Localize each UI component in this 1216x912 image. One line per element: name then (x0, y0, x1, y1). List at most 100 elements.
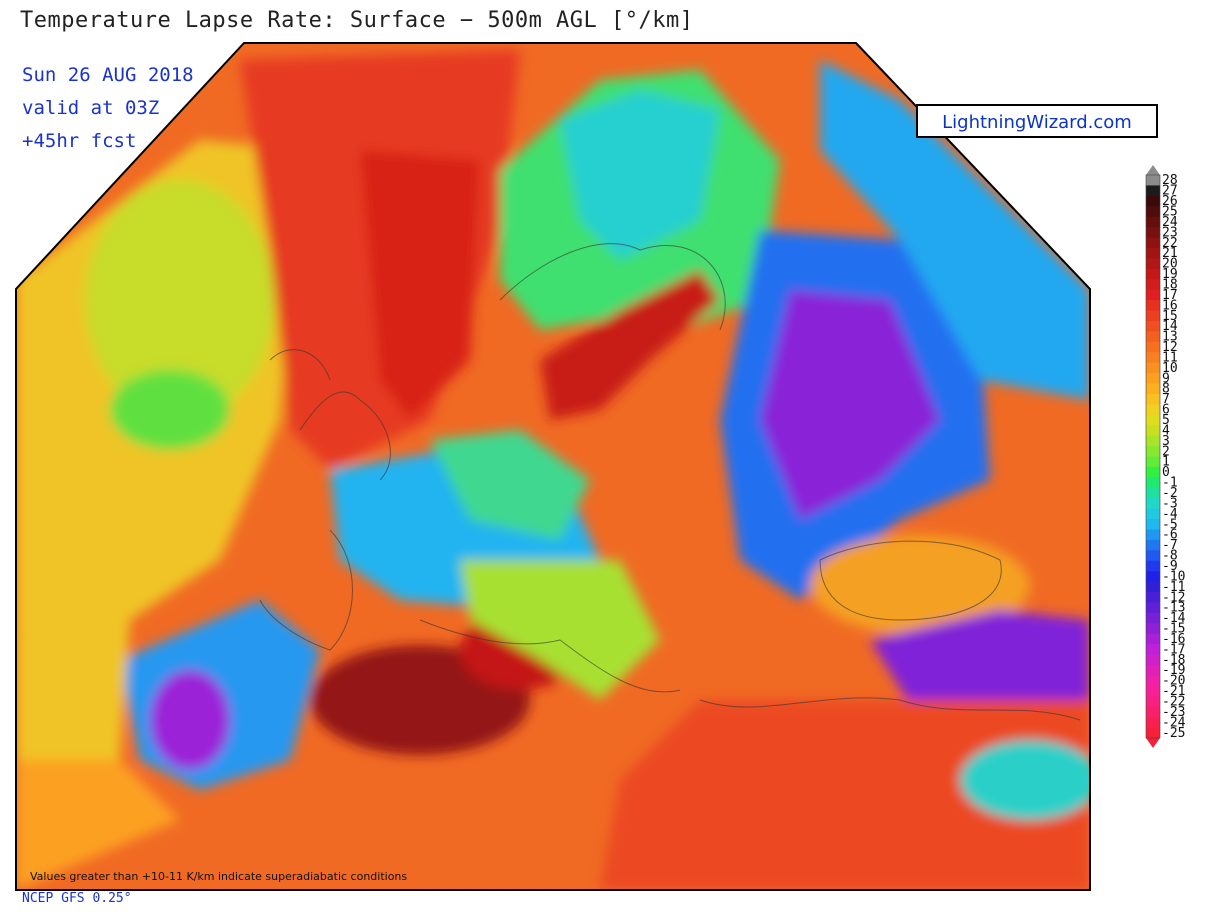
scale-swatch (1146, 352, 1160, 364)
scale-swatch (1146, 717, 1160, 729)
scale-label: -14 (1162, 611, 1186, 626)
scale-label: -1 (1162, 476, 1178, 491)
scale-swatch (1146, 644, 1160, 656)
scale-swatch (1146, 581, 1160, 593)
scale-swatch (1146, 539, 1160, 551)
scale-swatch (1146, 404, 1160, 416)
scale-label: 24 (1162, 215, 1178, 230)
scale-label: 4 (1162, 423, 1170, 438)
scale-label: -20 (1162, 674, 1185, 689)
scale-swatch (1146, 592, 1160, 603)
scale-label: -13 (1162, 601, 1185, 616)
scale-label: 5 (1162, 413, 1170, 428)
scale-label: 15 (1162, 309, 1178, 324)
scale-swatch (1146, 519, 1160, 530)
scale-swatch (1146, 466, 1160, 478)
scale-swatch (1146, 216, 1160, 228)
scale-swatch (1146, 571, 1160, 583)
scale-label: 11 (1162, 350, 1178, 365)
scale-label: 8 (1162, 382, 1170, 397)
scale-swatch (1146, 393, 1160, 405)
scale-label: 18 (1162, 277, 1178, 292)
scale-swatch (1146, 185, 1160, 197)
scale-swatch (1146, 206, 1160, 218)
scale-label: 1 (1162, 455, 1170, 470)
scale-swatch (1146, 633, 1160, 645)
scale-swatch (1146, 195, 1160, 207)
scale-swatch (1146, 227, 1160, 239)
scale-label: 13 (1162, 330, 1178, 345)
scale-label: 6 (1162, 403, 1170, 418)
scale-label: -18 (1162, 653, 1185, 668)
scale-swatch (1146, 373, 1160, 385)
scale-swatch (1146, 529, 1160, 541)
scale-label: 19 (1162, 267, 1178, 282)
brand-logo[interactable]: LightningWizard.com (916, 104, 1158, 138)
scale-swatch (1146, 685, 1160, 697)
scale-label: 17 (1162, 288, 1178, 303)
scale-swatch (1146, 612, 1160, 624)
scale-swatch (1146, 279, 1160, 291)
scale-swatch (1146, 175, 1160, 186)
scale-label: 23 (1162, 225, 1178, 240)
scale-label: 26 (1162, 194, 1178, 209)
scale-swatch (1146, 383, 1160, 395)
scale-swatch (1146, 696, 1160, 708)
scale-swatch (1146, 665, 1160, 676)
scale-swatch (1146, 425, 1160, 437)
scale-swatch (1146, 706, 1160, 718)
scale-label: 22 (1162, 236, 1178, 251)
scale-swatch (1146, 289, 1160, 301)
scale-label: 20 (1162, 257, 1178, 272)
scale-label: -23 (1162, 705, 1185, 720)
scale-swatch (1146, 456, 1160, 468)
scale-swatch (1146, 446, 1160, 457)
scale-label: 14 (1162, 319, 1178, 334)
scale-label: -17 (1162, 642, 1185, 657)
scale-swatch (1146, 435, 1160, 447)
scale-label: -22 (1162, 695, 1185, 710)
scale-label: -3 (1162, 496, 1178, 511)
scale-label: 3 (1162, 434, 1170, 449)
scale-swatch (1146, 362, 1160, 374)
scale-swatch (1146, 675, 1160, 687)
scale-label: 10 (1162, 361, 1178, 376)
scale-swatch (1146, 487, 1160, 499)
scale-label: 0 (1162, 465, 1170, 480)
scale-swatch (1146, 331, 1160, 343)
scale-swatch (1146, 550, 1160, 562)
scale-swatch (1146, 310, 1160, 322)
scale-swatch (1146, 414, 1160, 426)
scale-label: -19 (1162, 663, 1185, 678)
scale-label: 16 (1162, 298, 1178, 313)
scale-label: 28 (1162, 173, 1178, 188)
map-note: Values greater than +10-11 K/km indicate… (30, 870, 407, 883)
scale-swatch (1146, 341, 1160, 353)
scale-swatch (1146, 247, 1160, 259)
scale-arrow-bottom (1146, 738, 1160, 748)
scale-label: -12 (1162, 590, 1185, 605)
scale-swatch (1146, 300, 1160, 312)
scale-label: -11 (1162, 580, 1185, 595)
scale-swatch (1146, 237, 1160, 249)
scale-label: 7 (1162, 392, 1170, 407)
scale-label: -2 (1162, 486, 1178, 501)
scale-swatch (1146, 258, 1160, 270)
scale-label: -16 (1162, 632, 1185, 647)
scale-swatch (1146, 727, 1160, 739)
scale-swatch (1146, 602, 1160, 614)
scale-swatch (1146, 477, 1160, 489)
scale-label: -8 (1162, 549, 1178, 564)
scale-swatch (1146, 654, 1160, 666)
scale-swatch (1146, 498, 1160, 510)
scale-label: 9 (1162, 371, 1170, 386)
scale-label: 2 (1162, 444, 1170, 459)
scale-swatch (1146, 268, 1160, 280)
scale-label: -9 (1162, 559, 1178, 574)
run-date: Sun 26 AUG 2018 (22, 64, 194, 86)
scale-swatch (1146, 560, 1160, 572)
scale-swatch (1146, 320, 1160, 332)
scale-label: -21 (1162, 684, 1185, 699)
